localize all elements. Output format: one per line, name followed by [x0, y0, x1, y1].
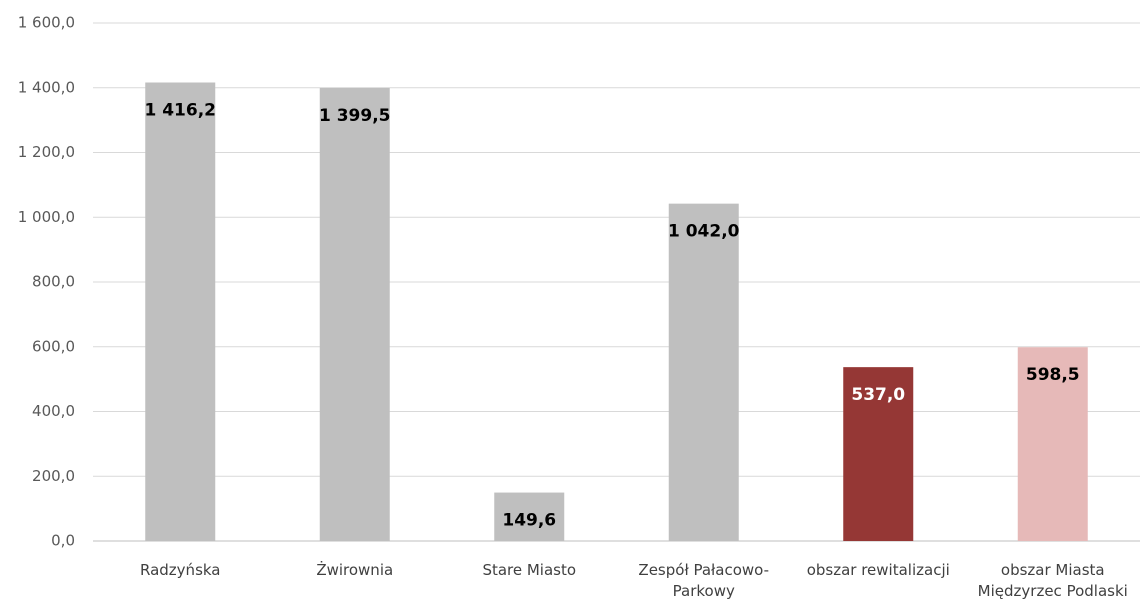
bar: [668, 203, 739, 541]
value-label: 1 042,0: [668, 222, 740, 242]
y-tick-label: 800,0: [32, 273, 75, 291]
bar: [843, 367, 914, 541]
value-label: 149,6: [502, 511, 556, 531]
x-tick-label: Żwirownia: [316, 561, 394, 579]
y-tick-label: 0,0: [51, 532, 75, 550]
y-tick-label: 400,0: [32, 402, 75, 420]
bar: [145, 82, 216, 541]
x-tick-label: obszar rewitalizacji: [806, 561, 950, 579]
y-tick-label: 1 600,0: [18, 14, 75, 32]
x-tick-label: Stare Miasto: [482, 561, 577, 579]
y-tick-label: 1 000,0: [18, 208, 75, 226]
bar: [319, 87, 390, 542]
x-tick-label: Radzyńska: [140, 561, 221, 579]
bar: [494, 492, 565, 541]
x-tick-label: obszar Miasta Międzyrzec Podlaski: [977, 561, 1128, 600]
y-tick-label: 1 200,0: [18, 143, 75, 161]
value-label: 598,5: [1026, 365, 1080, 385]
value-label: 1 416,2: [144, 101, 216, 121]
value-label: 1 399,5: [319, 106, 391, 126]
y-tick-label: 200,0: [32, 467, 75, 485]
y-tick-label: 1 400,0: [18, 78, 75, 96]
x-tick-label: Zespół Pałacowo-Parkowy: [638, 561, 770, 600]
value-label: 537,0: [851, 385, 905, 405]
bar: [1017, 347, 1088, 541]
y-tick-label: 600,0: [32, 337, 75, 355]
